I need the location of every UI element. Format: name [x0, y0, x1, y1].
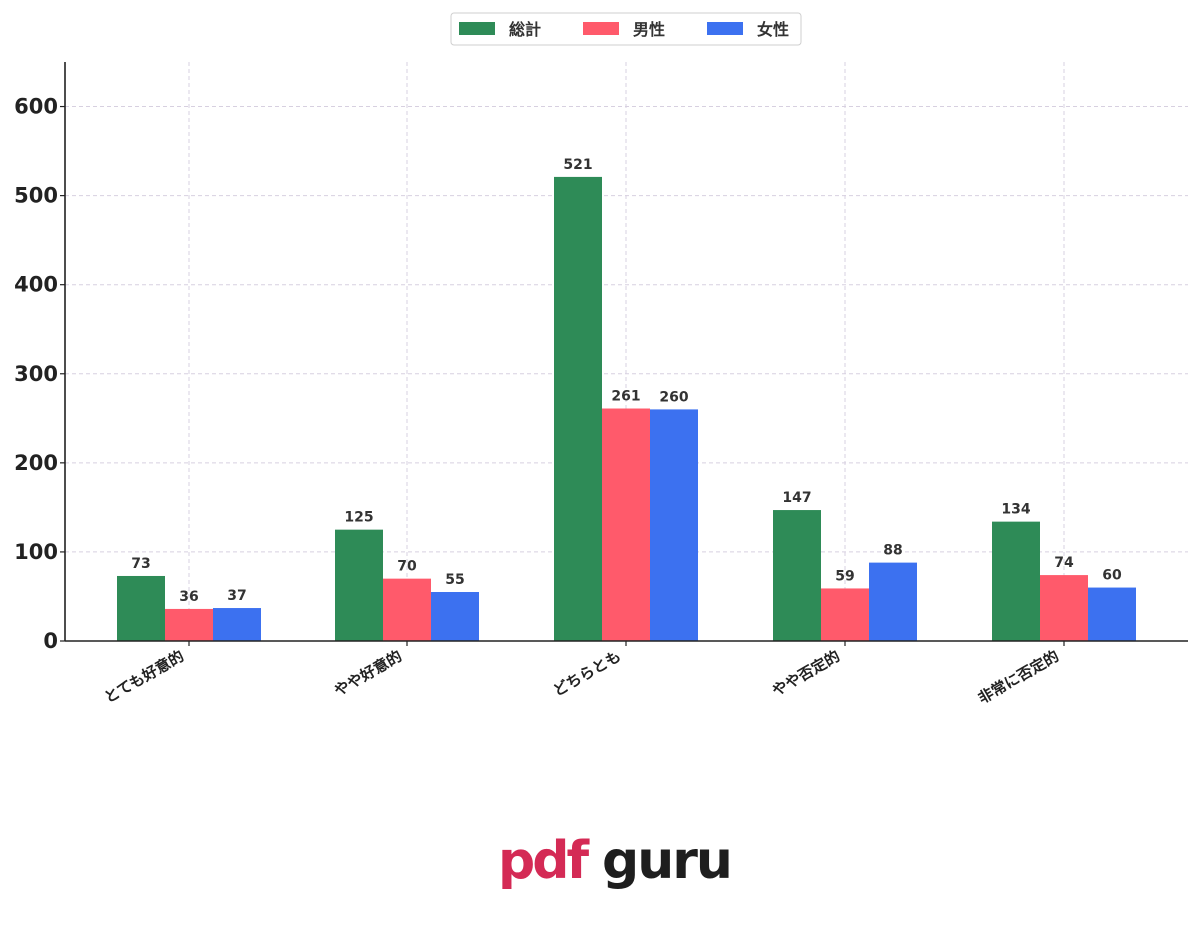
data-label: 147 [782, 490, 811, 506]
legend-box [450, 12, 802, 46]
x-tick-labels: とても好意的 やや好意的 どちらとも やや否定的 非常に否定的 [101, 641, 1065, 708]
data-label: 74 [1054, 555, 1074, 571]
x-tick-label: とても好意的 [101, 647, 187, 707]
y-tick-label: 500 [14, 184, 58, 208]
data-label: 59 [835, 568, 854, 584]
data-label: 260 [659, 389, 688, 405]
x-tick-label: やや好意的 [331, 647, 405, 700]
y-tick-label: 0 [43, 629, 58, 653]
x-tick-label: 非常に否定的 [975, 647, 1062, 708]
data-label: 125 [344, 510, 373, 526]
data-label: 134 [1001, 502, 1030, 518]
legend-swatch [583, 22, 619, 35]
bar [992, 521, 1040, 641]
y-tick-label: 300 [14, 362, 58, 386]
data-label: 70 [397, 559, 417, 575]
data-label: 36 [179, 589, 198, 605]
data-label: 37 [227, 588, 246, 604]
bars [117, 176, 1136, 641]
bar [554, 176, 602, 641]
y-tick-label: 200 [14, 451, 58, 475]
data-label: 55 [445, 572, 464, 588]
bar [869, 562, 917, 641]
data-label: 60 [1102, 568, 1122, 584]
bar [383, 578, 431, 641]
legend-swatch [459, 22, 495, 35]
bar [821, 588, 869, 641]
y-tick-label: 400 [14, 273, 58, 297]
legend-label: 男性 [633, 20, 665, 39]
bar [213, 608, 261, 641]
bar [1088, 587, 1136, 641]
logo-text-guru: guru [602, 831, 731, 891]
bar [431, 592, 479, 641]
pdf-guru-logo: pdf guru [498, 831, 733, 891]
legend-label: 総計 [509, 20, 541, 39]
legend-swatch [707, 22, 743, 35]
y-tick-labels: 0 100 200 300 400 500 600 [14, 95, 65, 653]
data-label: 261 [611, 389, 640, 405]
legend-label: 女性 [757, 20, 789, 39]
bar [602, 408, 650, 641]
bar [773, 510, 821, 641]
data-label: 88 [883, 543, 902, 559]
legend: 総計 男性 女性 [450, 12, 802, 46]
x-tick-label: やや否定的 [769, 647, 843, 700]
bar [117, 575, 165, 641]
bar [1040, 575, 1088, 641]
y-tick-label: 600 [14, 95, 58, 119]
data-labels: 73 125 521 147 134 36 70 261 59 74 37 55 260 88 60 [131, 157, 1122, 605]
data-label: 73 [131, 556, 150, 572]
bar [650, 409, 698, 641]
bar [165, 608, 213, 641]
x-tick-label: どちらとも [550, 647, 624, 700]
y-tick-label: 100 [14, 540, 58, 564]
logo-text-pdf: pdf [498, 831, 590, 891]
bar [335, 529, 383, 641]
data-label: 521 [563, 157, 592, 173]
